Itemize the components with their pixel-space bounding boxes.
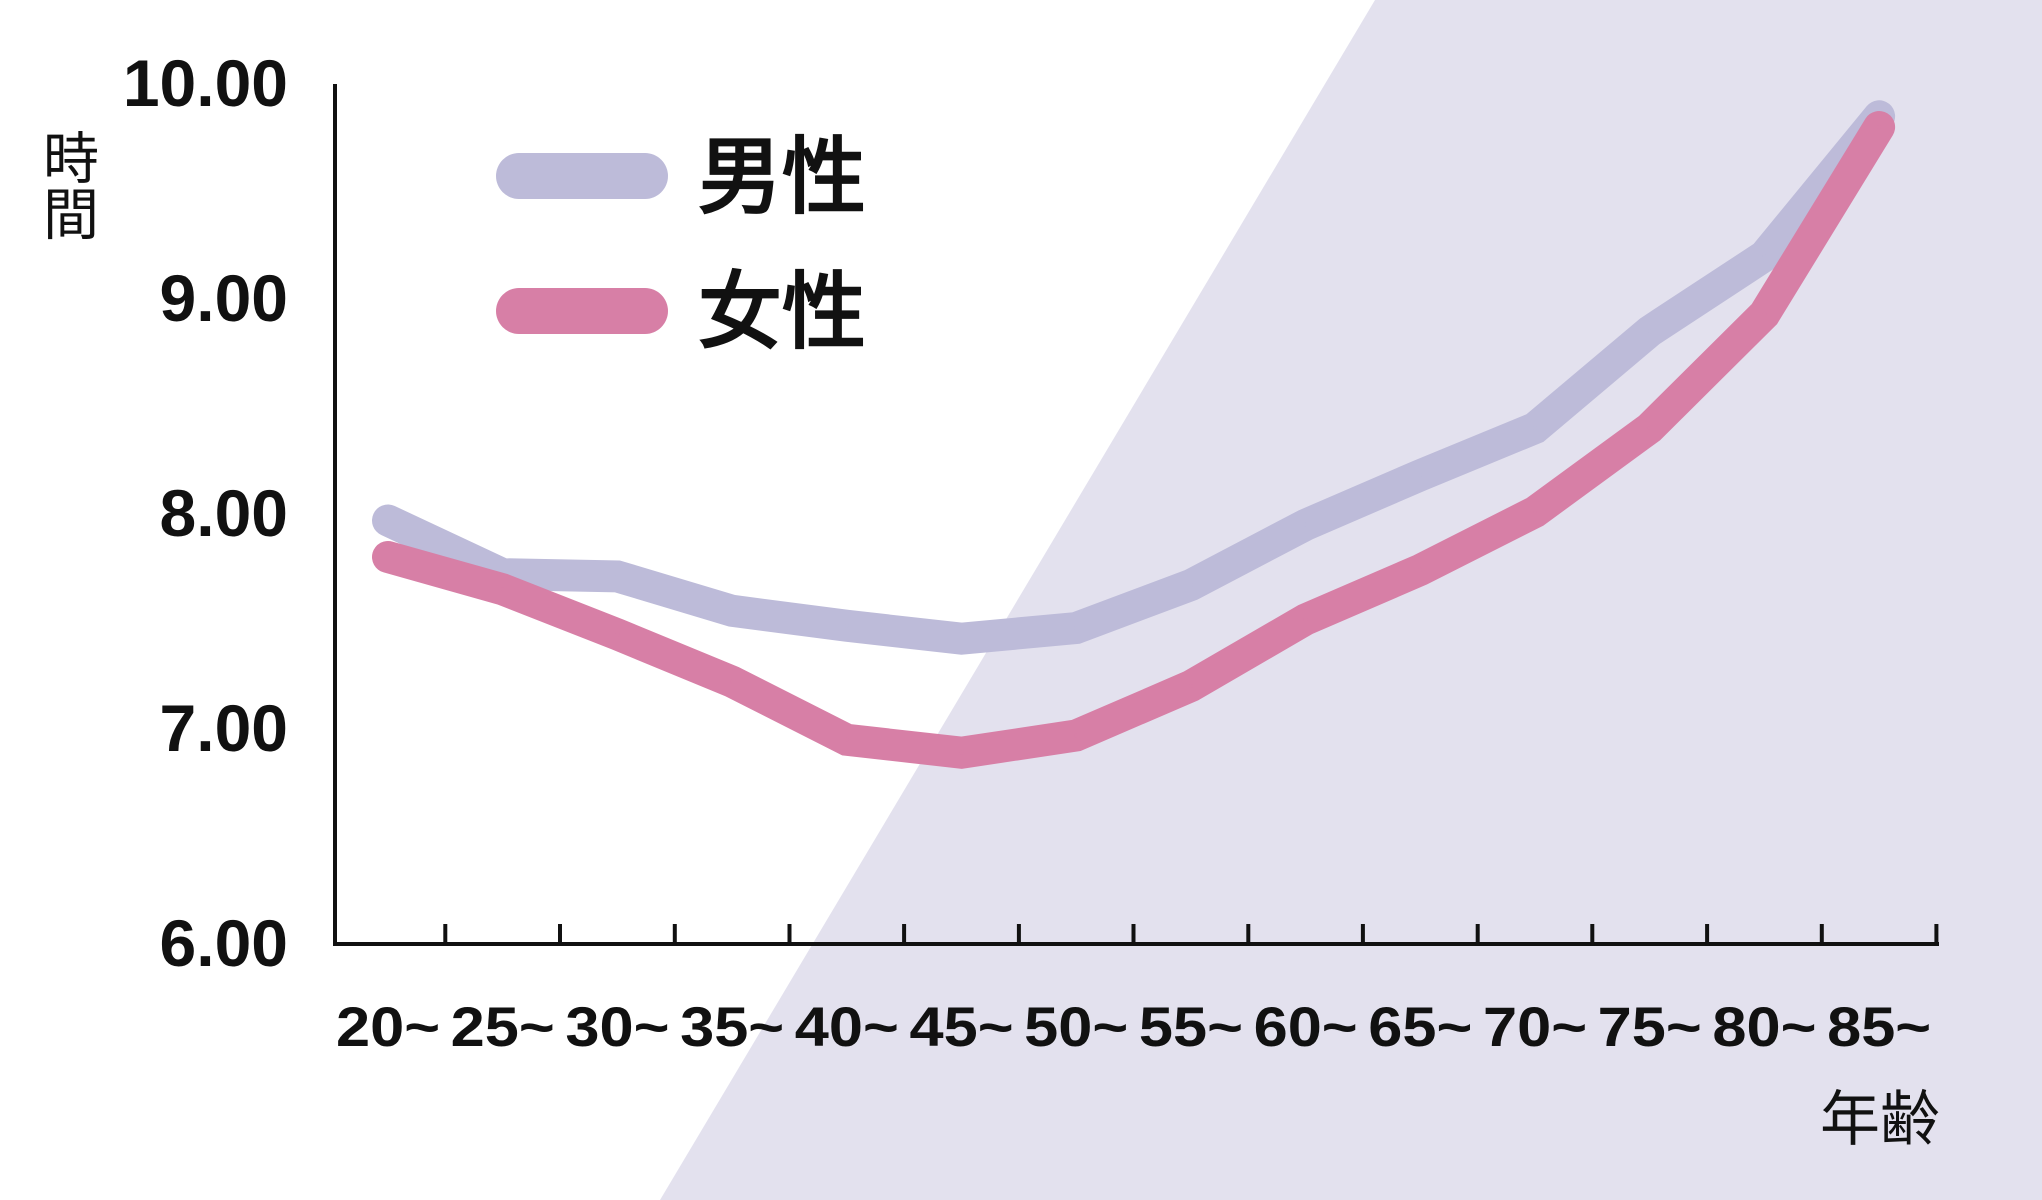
- x-tick-label: 20~: [336, 995, 440, 1058]
- data-point-1-2: [615, 632, 620, 637]
- x-tick-label: 35~: [680, 995, 784, 1058]
- x-tick-label: 75~: [1598, 995, 1702, 1058]
- y-tick-label: 8.00: [160, 476, 288, 550]
- x-tick-label: 45~: [910, 995, 1014, 1058]
- series-line-0: [372, 100, 1896, 655]
- x-axis-title: 年齢: [1820, 1085, 1940, 1155]
- x-tick-label: 25~: [451, 995, 555, 1058]
- data-point-0-9: [1418, 473, 1423, 478]
- data-point-0-3: [730, 608, 735, 613]
- x-tick-label: 40~: [795, 995, 899, 1058]
- data-point-0-7: [1188, 583, 1193, 587]
- data-point-1-3: [730, 679, 735, 684]
- x-tick-label: 65~: [1368, 995, 1472, 1058]
- y-tick-label: 7.00: [160, 691, 288, 765]
- data-point-0-0: [386, 518, 390, 523]
- y-axis-title: 時間: [34, 129, 99, 241]
- data-point-1-5: [959, 750, 964, 755]
- data-point-0-11: [1647, 329, 1652, 334]
- data-point-0-2: [615, 574, 620, 579]
- data-point-0-12: [1762, 254, 1767, 258]
- y-tick-label: 10.00: [123, 46, 288, 120]
- x-tick-label: 85~: [1827, 995, 1931, 1058]
- data-point-0-5: [959, 636, 964, 641]
- data-point-0-10: [1533, 426, 1537, 430]
- legend-label-0: 男性: [698, 128, 866, 226]
- data-point-1-11: [1647, 426, 1652, 430]
- x-ticks: 20~ 25~ 30~ 35~ 40~ 45~ 50~ 55~ 60~ 65~ 70~ 75~ 80~ 8…: [336, 924, 1939, 1058]
- x-tick-label: 60~: [1254, 995, 1358, 1058]
- data-point-0-4: [844, 623, 849, 628]
- series-line-1: [372, 111, 1896, 769]
- data-point-1-4: [844, 737, 849, 742]
- y-ticks: 6.00 7.00 8.00 9.00 10.00: [123, 46, 288, 980]
- data-point-1-6: [1074, 733, 1079, 738]
- legend-label-1: 女性: [698, 263, 866, 361]
- x-tick-label: 30~: [565, 995, 669, 1058]
- x-tick-label: 80~: [1712, 995, 1816, 1058]
- data-point-1-13: [1877, 125, 1882, 129]
- data-point-1-10: [1533, 509, 1537, 514]
- x-tick-label: 70~: [1483, 995, 1587, 1058]
- x-tick-label: 55~: [1139, 995, 1243, 1058]
- series-layer: [372, 100, 1896, 769]
- data-point-1-12: [1762, 312, 1767, 317]
- x-tick-label: 50~: [1024, 995, 1128, 1058]
- data-point-1-8: [1303, 617, 1308, 622]
- data-point-1-1: [500, 587, 505, 592]
- data-point-1-0: [386, 555, 390, 559]
- data-point-0-8: [1303, 522, 1308, 527]
- data-point-1-9: [1418, 567, 1423, 572]
- data-point-1-7: [1188, 684, 1193, 688]
- y-tick-label: 6.00: [160, 906, 288, 980]
- data-point-0-6: [1074, 626, 1079, 630]
- y-tick-label: 9.00: [160, 261, 288, 335]
